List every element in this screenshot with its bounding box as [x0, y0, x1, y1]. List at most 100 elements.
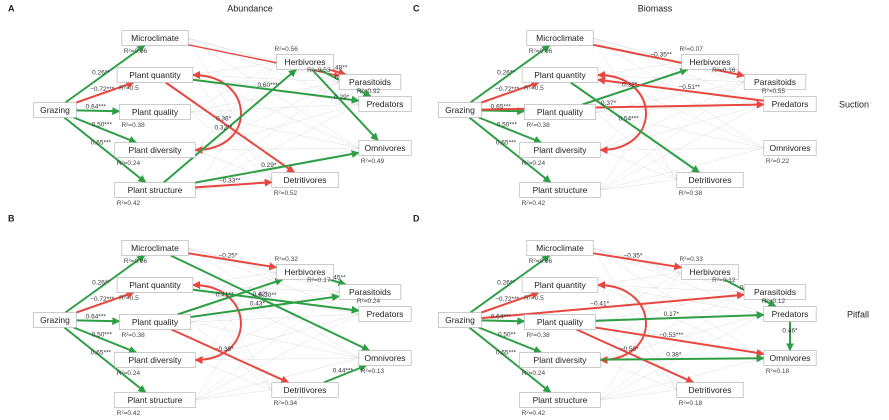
- node-box: [116, 67, 194, 83]
- r-squared: R²=0.12: [762, 298, 786, 305]
- path-arrow: [600, 354, 765, 363]
- background-path: [595, 111, 677, 181]
- path-coefficient: 0.50**: [498, 331, 516, 338]
- path-coefficient: 0.44***: [333, 368, 354, 375]
- background-path: [190, 321, 359, 359]
- background-path: [188, 247, 359, 359]
- node-box: [763, 96, 817, 112]
- background-path: [195, 149, 272, 181]
- node-label: Herbivores: [284, 57, 325, 67]
- node-label: Predators: [367, 309, 404, 319]
- path-arrow: [177, 277, 284, 316]
- background-path: [593, 37, 682, 63]
- r-squared: R²=0.24: [117, 370, 141, 377]
- node-label: Plant diversity: [534, 145, 588, 155]
- path-coefficient: 0.32*: [622, 81, 638, 88]
- node-box: [119, 104, 191, 120]
- node-box: [743, 74, 807, 90]
- edges: [468, 247, 794, 401]
- r-squared: R²=0.38: [121, 122, 145, 129]
- path-coefficient: −0.35*: [623, 252, 642, 259]
- path-coefficient: 0.17*: [664, 311, 680, 318]
- r-squared: R²=0.5: [524, 85, 544, 92]
- node-box: [338, 74, 402, 90]
- path-coefficient: 0.64***: [86, 314, 107, 321]
- background-path: [188, 37, 359, 105]
- node-box: [743, 284, 807, 300]
- background-path: [593, 37, 764, 105]
- path-arrow: [481, 291, 540, 314]
- background-path: [597, 74, 677, 181]
- path-arrow: [195, 178, 273, 189]
- r-squared: R²=0.34: [274, 400, 298, 407]
- path-coefficient: −0.72***: [495, 296, 520, 303]
- r-squared: R²=0.5: [524, 295, 544, 302]
- path-coefficient: 0.36*: [216, 116, 232, 123]
- path-arrow: [468, 116, 552, 184]
- node-label: Predators: [367, 99, 404, 109]
- path-coefficient: 0.50***: [497, 121, 518, 128]
- background-path: [190, 111, 272, 181]
- path-arrow: [597, 76, 764, 102]
- node-box: [114, 142, 196, 158]
- background-path: [195, 147, 359, 151]
- r-squared: R²=0.16: [712, 67, 736, 74]
- r-squared: R²=0.38: [526, 122, 550, 129]
- path-coefficient: −0.33**: [219, 178, 241, 185]
- path-coefficient: 0.64***: [491, 314, 512, 321]
- node-box: [519, 142, 601, 158]
- path-coefficient: −0.50*: [620, 346, 639, 353]
- path-coefficient: 0.54***: [618, 116, 639, 123]
- background-path: [593, 247, 745, 293]
- path-arrow: [481, 107, 526, 116]
- r-squared: R²=0.18: [766, 368, 790, 375]
- node-box: [681, 264, 739, 280]
- node-box: [114, 392, 196, 408]
- path-arrow: [170, 254, 371, 352]
- r-squared: R²=0.42: [522, 410, 546, 417]
- path-arrow: [593, 252, 683, 271]
- path-coefficient: 0.50***: [92, 331, 113, 338]
- path-coefficient: −0.51**: [678, 84, 700, 91]
- edges: [468, 37, 765, 191]
- node-box: [763, 306, 817, 322]
- node-box: [114, 182, 196, 198]
- r-squared: R²=0.24: [117, 160, 141, 167]
- background-path: [600, 179, 677, 191]
- path-arrow: [576, 328, 695, 384]
- node-label: Omnivores: [364, 353, 405, 363]
- r-squared: R²=0.24: [522, 160, 546, 167]
- r-squared: R²=0.42: [522, 200, 546, 207]
- background-path: [195, 81, 340, 191]
- node-label: Predators: [772, 309, 809, 319]
- background-path: [600, 103, 764, 191]
- background-path: [190, 61, 277, 113]
- node-label: Detritivores: [284, 385, 327, 395]
- r-squared: R²=0.06: [529, 258, 553, 265]
- background-path: [600, 291, 745, 401]
- node-label: Plant quality: [132, 317, 179, 327]
- node-box: [358, 140, 412, 156]
- node-label: Grazing: [445, 315, 475, 325]
- background-path: [195, 359, 272, 391]
- background-path: [600, 81, 745, 191]
- background-path: [595, 111, 764, 149]
- node-label: Microclimate: [131, 33, 179, 43]
- background-path: [188, 37, 359, 149]
- background-path: [600, 147, 764, 191]
- correlation-arc: [597, 71, 647, 154]
- node-box: [338, 284, 402, 300]
- path-coefficient: 0.30**: [259, 292, 277, 299]
- r-squared: R²=0.5: [119, 85, 139, 92]
- panel: D Pitfall 0.26** −0.72*** 0.64*** 0.50** 0.65*…: [413, 213, 869, 417]
- background-path: [600, 61, 682, 191]
- node-label: Microclimate: [536, 243, 584, 253]
- r-squared: R²=0.06: [529, 48, 553, 55]
- path-arrow: [76, 81, 135, 104]
- r-squared: R²=0.53: [307, 67, 331, 74]
- background-path: [597, 284, 764, 359]
- node-label: Herbivores: [689, 267, 730, 277]
- node-label: Plant diversity: [129, 145, 183, 155]
- background-path: [195, 313, 359, 401]
- path-arrow: [63, 116, 147, 184]
